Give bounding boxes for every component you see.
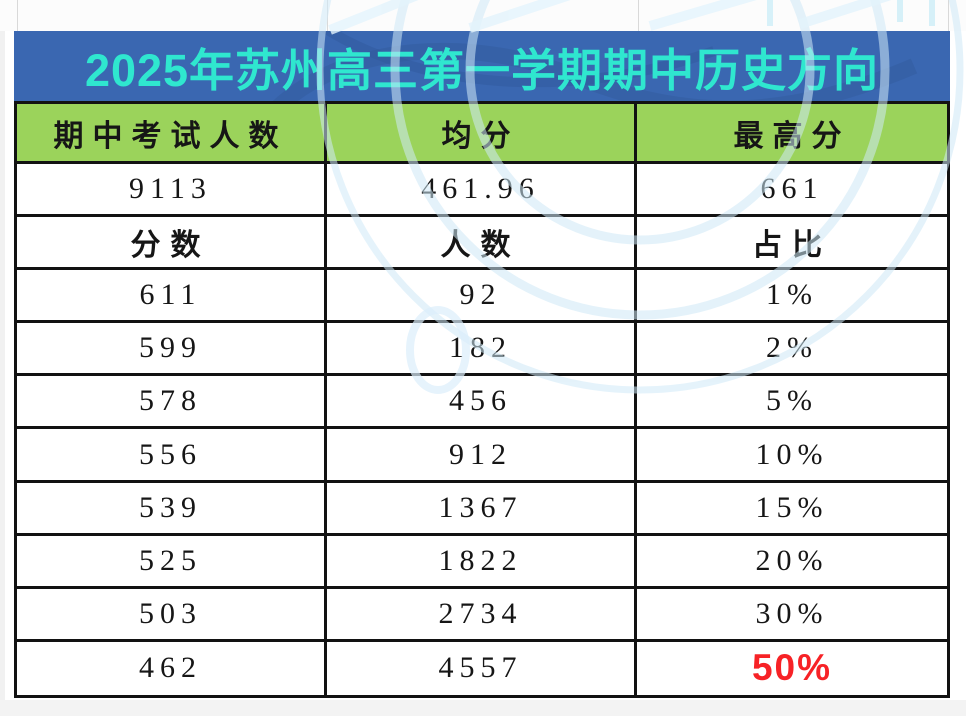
gridline bbox=[327, 0, 328, 31]
table-cell-score: 556 bbox=[17, 429, 327, 483]
table-cell-share: 2% bbox=[637, 323, 947, 377]
table-cell-share: 10% bbox=[637, 429, 947, 483]
table-cell-score: 599 bbox=[17, 323, 327, 377]
header-cell-exam-count: 期中考试人数 bbox=[17, 104, 327, 164]
table-cell-score: 503 bbox=[17, 588, 327, 642]
table-cell-count: 456 bbox=[327, 376, 637, 430]
table-cell-share: 1% bbox=[637, 270, 947, 324]
gridline bbox=[17, 0, 18, 31]
table-cell-count: 1367 bbox=[327, 482, 637, 536]
table-cell-score: 525 bbox=[17, 535, 327, 589]
summary-cell-exam-count: 9113 bbox=[17, 164, 327, 218]
table-cell-count: 182 bbox=[327, 323, 637, 377]
table-cell-score: 578 bbox=[17, 376, 327, 430]
subheader-cell-share: 占比 bbox=[637, 217, 947, 271]
table-cell-share: 30% bbox=[637, 589, 947, 642]
spreadsheet-top-strip bbox=[0, 0, 966, 31]
table-cell-score: 462 bbox=[17, 641, 327, 695]
table-cell-share: 5% bbox=[637, 376, 947, 430]
table-cell-count: 912 bbox=[327, 429, 637, 483]
header-cell-average: 均分 bbox=[327, 104, 637, 164]
subheader-cell-score: 分数 bbox=[17, 217, 327, 271]
title-bar: 2025年苏州高三第一学期期中历史方向 bbox=[14, 31, 950, 101]
table-cell-score: 611 bbox=[17, 270, 327, 324]
table-cell-count: 4557 bbox=[327, 641, 637, 695]
table-cell-share: 15% bbox=[637, 483, 947, 536]
subheader-cell-count: 人数 bbox=[327, 217, 637, 271]
table-cell-count: 1822 bbox=[327, 535, 637, 589]
table-cell-share-highlight: 50% bbox=[751, 647, 833, 689]
table-cell-count: 92 bbox=[327, 270, 637, 324]
score-table: 期中考试人数 均分 最高分 9113 461.96 661 分数 人数 占比 6… bbox=[14, 101, 950, 698]
page-title: 2025年苏州高三第一学期期中历史方向 bbox=[84, 44, 880, 96]
summary-cell-top-score: 661 bbox=[637, 164, 947, 218]
table-cell-score: 539 bbox=[17, 482, 327, 536]
bottom-margin-strip bbox=[0, 700, 966, 716]
gridline bbox=[638, 0, 639, 31]
summary-cell-average: 461.96 bbox=[327, 164, 637, 218]
table-cell-count: 2734 bbox=[327, 588, 637, 642]
left-margin-strip bbox=[0, 0, 5, 716]
gridline bbox=[948, 0, 949, 31]
table-cell-share: 20% bbox=[637, 536, 947, 589]
header-cell-top-score: 最高分 bbox=[637, 104, 947, 164]
